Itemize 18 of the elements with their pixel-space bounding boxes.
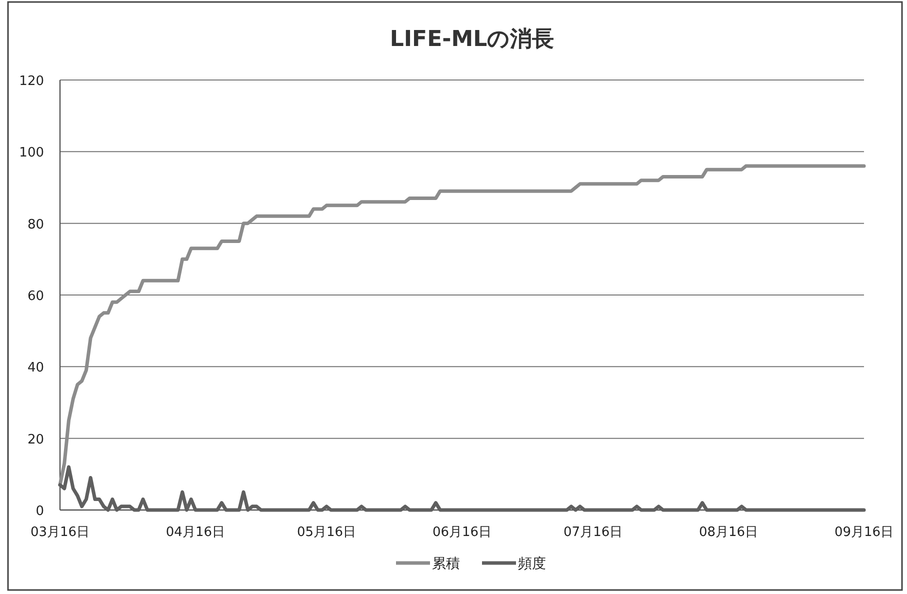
x-tick-label: 05月16日	[296, 525, 356, 540]
x-tick-label: 04月16日	[166, 525, 226, 540]
y-tick-label: 0	[36, 504, 44, 519]
x-tick-label: 03月16日	[30, 525, 90, 540]
x-tick-label: 09月16日	[834, 525, 894, 540]
y-tick-label: 80	[27, 217, 44, 232]
legend-label: 頻度	[518, 556, 546, 572]
y-tick-label: 120	[19, 74, 44, 89]
x-tick-label: 07月16日	[564, 525, 623, 540]
chart-title: LIFE-MLの消長	[390, 27, 554, 52]
y-tick-label: 20	[27, 432, 44, 448]
line-series	[58, 164, 866, 487]
x-tick-label: 06月16日	[432, 525, 492, 540]
y-tick-label: 40	[27, 360, 44, 376]
legend-label: 累積	[432, 556, 460, 572]
y-tick-label: 60	[27, 289, 44, 304]
y-tick-label: 100	[19, 146, 44, 161]
x-tick-label: 08月16日	[698, 525, 758, 540]
